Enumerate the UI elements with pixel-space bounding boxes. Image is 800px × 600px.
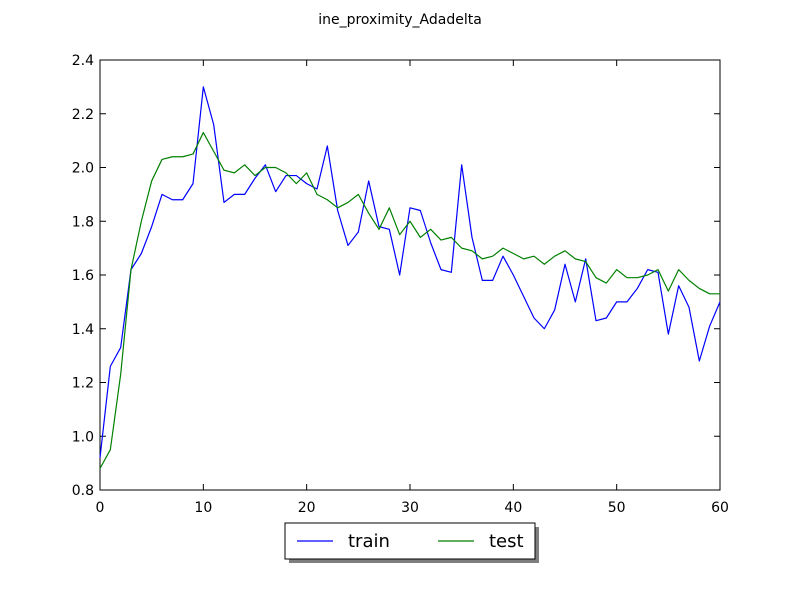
x-tick-label: 0	[96, 500, 105, 516]
y-tick-label: 2.4	[72, 53, 94, 69]
x-tick-label: 10	[194, 500, 212, 516]
x-tick-label: 20	[298, 500, 316, 516]
plot-area	[99, 59, 721, 491]
y-tick-label: 2.0	[72, 161, 94, 177]
series-line-train	[99, 86, 721, 458]
y-tick-label: 1.8	[72, 214, 94, 230]
y-tick-label: 1.4	[72, 322, 94, 338]
x-tick-label: 60	[711, 500, 729, 516]
chart-title: ine_proximity_Adadelta	[318, 12, 482, 28]
y-tick-label: 1.6	[72, 268, 94, 284]
y-tick-label: 0.8	[72, 483, 94, 499]
x-tick-label: 50	[608, 500, 626, 516]
legend-train-label: train	[348, 531, 390, 552]
x-tick-label: 30	[401, 500, 419, 516]
y-tick-label: 1.2	[72, 376, 94, 392]
y-tick-label: 1.0	[72, 429, 94, 445]
legend-test-label: test	[489, 531, 524, 552]
legend: train test	[284, 522, 539, 563]
series-layer	[99, 86, 721, 469]
x-axis: 0 10 20 30 40 50 60	[96, 60, 729, 516]
y-axis: 0.8 1.0 1.2 1.4 1.6 1.8 2.0 2.2 2.4	[72, 53, 720, 499]
x-tick-label: 40	[504, 500, 522, 516]
y-tick-label: 2.2	[72, 107, 94, 123]
series-line-test	[99, 131, 720, 469]
